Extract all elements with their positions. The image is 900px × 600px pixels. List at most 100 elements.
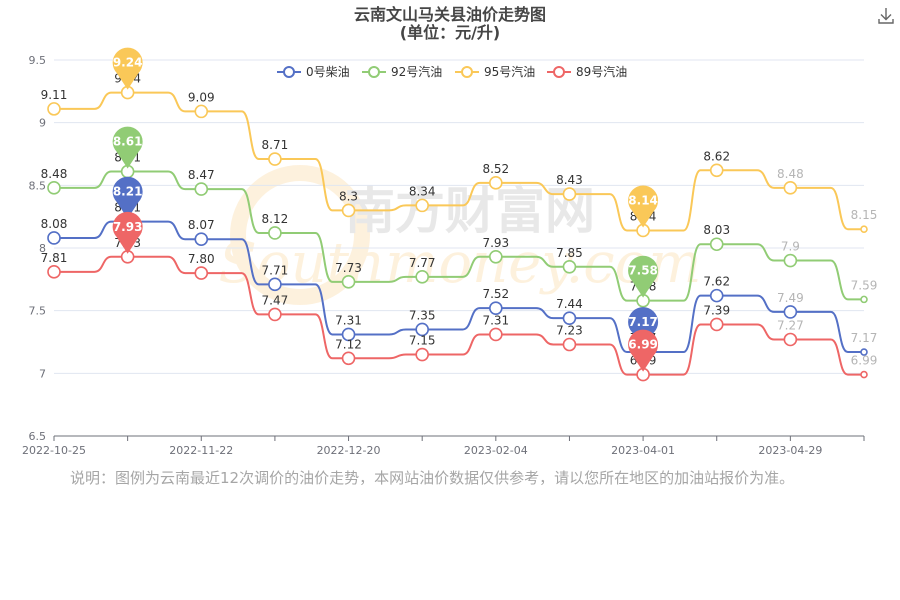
data-point[interactable] bbox=[341, 275, 356, 289]
data-point[interactable] bbox=[489, 327, 503, 342]
data-point[interactable] bbox=[341, 327, 356, 342]
data-point[interactable] bbox=[415, 322, 429, 337]
data-point[interactable] bbox=[562, 311, 577, 325]
chart-title: 云南文山马关县油价走势图 bbox=[354, 5, 546, 24]
y-tick-label: 6.5 bbox=[29, 430, 47, 443]
legend-label: 95号汽油 bbox=[484, 64, 535, 79]
data-point[interactable] bbox=[860, 370, 868, 379]
data-point[interactable] bbox=[860, 348, 868, 356]
data-point[interactable] bbox=[562, 259, 577, 274]
data-point[interactable] bbox=[709, 288, 724, 303]
legend-item[interactable]: 89号汽油 bbox=[547, 64, 627, 79]
data-point[interactable] bbox=[860, 295, 868, 304]
markpoint-label: 8.61 bbox=[113, 135, 143, 149]
data-label: 7.23 bbox=[556, 324, 583, 338]
markpoint-pin: 7.17 bbox=[628, 307, 659, 350]
y-tick-label: 7 bbox=[39, 367, 46, 380]
chart-note: 说明：图例为云南最近12次调价的油价走势，本网站油价数据仅供参考，请以您所在地区… bbox=[70, 469, 795, 487]
data-point[interactable] bbox=[194, 104, 209, 119]
markpoint-label: 7.58 bbox=[628, 264, 658, 278]
data-label: 7.35 bbox=[409, 308, 436, 322]
data-point[interactable] bbox=[47, 231, 61, 245]
data-point[interactable] bbox=[709, 317, 724, 332]
data-label: 8.3 bbox=[339, 189, 358, 203]
data-label: 7.9 bbox=[781, 240, 800, 254]
markpoint-pin: 8.21 bbox=[112, 176, 143, 219]
data-label: 7.17 bbox=[851, 331, 878, 345]
data-point[interactable] bbox=[194, 232, 209, 247]
y-tick-label: 8.5 bbox=[29, 179, 47, 192]
data-point[interactable] bbox=[415, 347, 429, 362]
chart-subtitle: (单位：元/升) bbox=[400, 23, 500, 42]
data-point[interactable] bbox=[268, 307, 282, 322]
data-label: 7.77 bbox=[409, 256, 436, 270]
data-label: 8.52 bbox=[482, 162, 509, 176]
x-tick-label: 2022-11-22 bbox=[169, 444, 233, 457]
data-point[interactable] bbox=[562, 187, 577, 201]
y-axis: 6.5 7 7.5 8 8.5 9 9.5 bbox=[29, 54, 47, 443]
data-label: 8.34 bbox=[409, 184, 436, 198]
data-point[interactable] bbox=[415, 270, 429, 284]
data-point[interactable] bbox=[709, 237, 724, 252]
x-tick-label: 2023-02-04 bbox=[464, 444, 528, 457]
data-point[interactable] bbox=[47, 265, 61, 279]
x-tick-label: 2022-12-20 bbox=[317, 444, 381, 457]
legend-item[interactable]: 95号汽油 bbox=[455, 64, 535, 79]
data-point[interactable] bbox=[47, 102, 61, 116]
legend: 0号柴油 92号汽油 95号汽油 89号汽油 bbox=[277, 64, 627, 79]
data-label: 8.43 bbox=[556, 173, 583, 187]
data-point[interactable] bbox=[194, 266, 209, 280]
data-point[interactable] bbox=[783, 305, 798, 319]
data-label: 8.15 bbox=[851, 208, 878, 222]
data-point[interactable] bbox=[268, 226, 282, 240]
data-label: 7.47 bbox=[262, 293, 289, 307]
legend-label: 92号汽油 bbox=[391, 64, 442, 79]
data-label: 8.08 bbox=[41, 217, 68, 231]
markpoint-shape bbox=[112, 126, 143, 169]
legend-item[interactable]: 0号柴油 bbox=[277, 65, 350, 79]
data-label: 7.81 bbox=[41, 251, 68, 265]
data-label: 9.09 bbox=[188, 90, 215, 104]
data-point[interactable] bbox=[709, 163, 724, 178]
data-point[interactable] bbox=[489, 301, 503, 315]
data-label: 7.27 bbox=[777, 318, 804, 332]
data-point[interactable] bbox=[268, 152, 282, 166]
data-point[interactable] bbox=[268, 277, 282, 292]
data-point[interactable] bbox=[783, 181, 798, 195]
data-label: 7.93 bbox=[482, 236, 509, 250]
data-label: 9.11 bbox=[41, 88, 68, 102]
data-label: 8.07 bbox=[188, 218, 215, 232]
x-tick-label: 2022-10-25 bbox=[22, 444, 86, 457]
x-tick-label: 2023-04-29 bbox=[758, 444, 822, 457]
data-point[interactable] bbox=[783, 253, 798, 268]
data-label: 8.12 bbox=[262, 212, 289, 226]
data-point[interactable] bbox=[489, 176, 503, 190]
data-point[interactable] bbox=[489, 249, 503, 264]
data-label: 7.73 bbox=[335, 261, 362, 275]
data-label: 7.85 bbox=[556, 246, 583, 260]
data-point[interactable] bbox=[415, 198, 429, 213]
data-point[interactable] bbox=[341, 351, 356, 366]
markpoints: 8.21 7.17 8.61 7.58 9.24 8.14 7.93 6.99 bbox=[112, 47, 659, 372]
data-point[interactable] bbox=[562, 337, 577, 352]
data-point[interactable] bbox=[860, 225, 868, 233]
data-point[interactable] bbox=[341, 203, 356, 218]
watermark-logo bbox=[230, 165, 370, 305]
download-icon[interactable] bbox=[876, 6, 896, 26]
data-label: 8.48 bbox=[41, 167, 68, 181]
y-tick-label: 9.5 bbox=[29, 54, 47, 67]
markpoint-label: 7.93 bbox=[113, 220, 143, 234]
data-label: 8.47 bbox=[188, 168, 215, 182]
data-point[interactable] bbox=[194, 182, 209, 196]
markpoint-label: 8.14 bbox=[628, 193, 658, 207]
legend-item[interactable]: 92号汽油 bbox=[362, 64, 442, 79]
watermark: 南方财富网 Southmoney.com bbox=[219, 165, 701, 305]
data-point[interactable] bbox=[47, 181, 61, 195]
data-point[interactable] bbox=[783, 332, 798, 347]
data-label: 7.59 bbox=[851, 278, 878, 292]
data-label: 7.71 bbox=[262, 263, 289, 277]
data-label: 7.52 bbox=[482, 287, 509, 301]
data-label: 7.12 bbox=[335, 337, 362, 351]
data-label: 8.48 bbox=[777, 167, 804, 181]
